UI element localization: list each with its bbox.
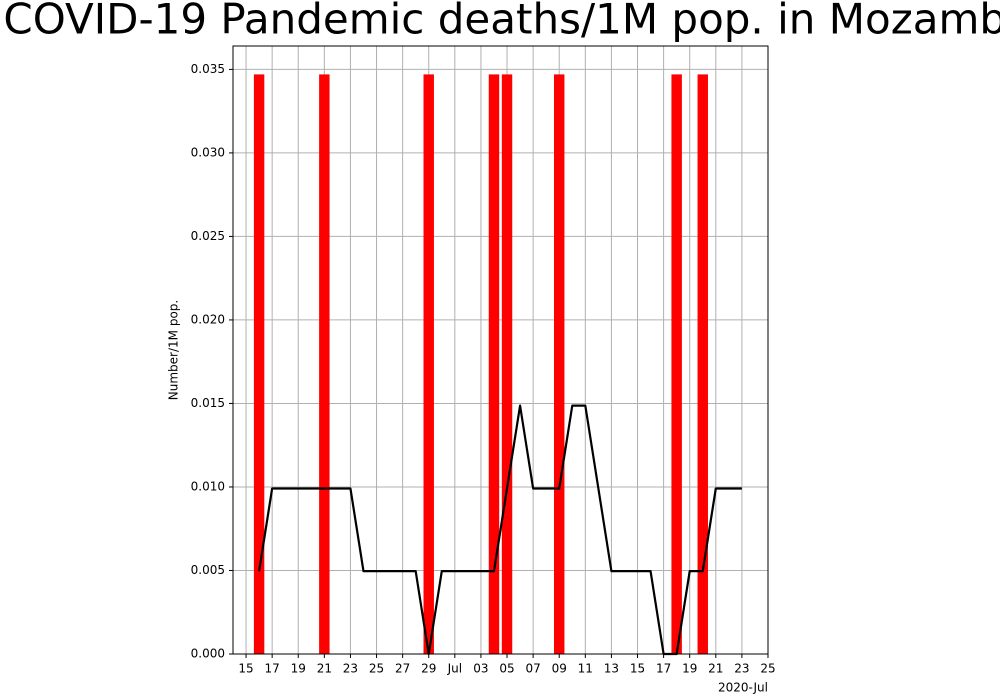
x-offset-label: 2020-Jul [718, 681, 768, 695]
x-tick-label: 19 [291, 662, 306, 676]
x-tick-label: Jul [447, 662, 462, 676]
bar [671, 74, 682, 654]
x-tick-label: 21 [708, 662, 723, 676]
y-tick-label: 0.015 [191, 396, 225, 410]
x-tick-label: 03 [473, 662, 488, 676]
x-tick-label: 09 [552, 662, 567, 676]
x-tick-label: 29 [421, 662, 436, 676]
plot-frame [232, 45, 769, 655]
y-tick-label: 0.000 [191, 647, 225, 661]
y-tick-label: 0.035 [191, 62, 225, 76]
x-tick-label: 07 [525, 662, 540, 676]
bar [554, 74, 565, 654]
y-axis-label: Number/1M pop. [167, 300, 181, 400]
line [258, 404, 742, 656]
x-tick-label: 27 [395, 662, 410, 676]
x-tick-label: 13 [604, 662, 619, 676]
bar [501, 74, 513, 654]
x-tick-label: 25 [369, 662, 384, 676]
bar [319, 74, 330, 654]
y-tick-label: 0.030 [191, 145, 225, 159]
x-tick-label: 11 [578, 662, 593, 676]
x-tick-label: 19 [682, 662, 697, 676]
x-tick-label: 23 [343, 662, 358, 676]
x-tick-label: 17 [656, 662, 671, 676]
x-tick-label: 05 [499, 662, 514, 676]
x-tick-label: 21 [317, 662, 332, 676]
bar [253, 74, 265, 654]
y-tick-label: 0.025 [191, 229, 225, 243]
bar [488, 74, 500, 654]
bar [423, 74, 434, 654]
y-tick-label: 0.020 [191, 312, 225, 326]
x-tick-label: 15 [238, 662, 253, 676]
x-tick-label: 23 [734, 662, 749, 676]
x-tick-label: 15 [630, 662, 645, 676]
chart-title: 2020 COVID-19 Pandemic deaths/1M pop. in… [0, 0, 1000, 44]
x-tick-label: 17 [265, 662, 280, 676]
y-tick-label: 0.005 [191, 563, 225, 577]
bar [697, 74, 708, 654]
y-tick-label: 0.010 [191, 479, 225, 493]
x-tick-label: 25 [760, 662, 775, 676]
